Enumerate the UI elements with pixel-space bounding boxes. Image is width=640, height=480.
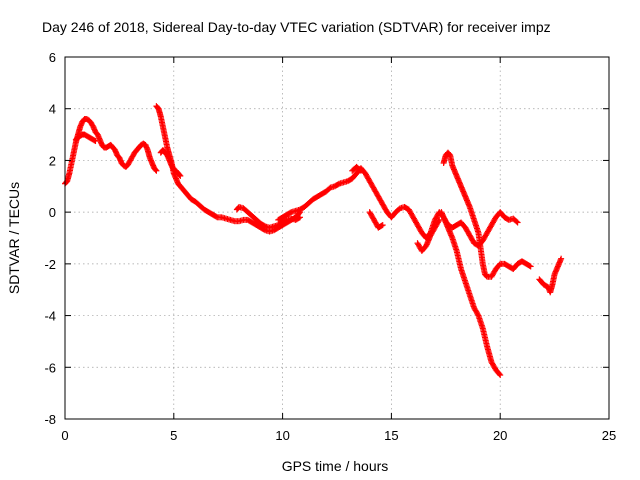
data-point	[379, 222, 386, 229]
data-point	[153, 167, 160, 174]
x-tick-label: 20	[493, 428, 507, 443]
y-tick-label: 0	[49, 205, 56, 220]
y-tick-label: 6	[49, 50, 56, 65]
x-tick-label: 10	[275, 428, 289, 443]
data-point	[497, 372, 504, 379]
y-tick-label: -4	[44, 309, 56, 324]
x-tick-label: 25	[602, 428, 616, 443]
data-point	[92, 138, 99, 145]
data-points	[62, 103, 565, 379]
x-tick-label: 0	[61, 428, 68, 443]
y-tick-label: 2	[49, 153, 56, 168]
data-point	[356, 166, 363, 173]
y-tick-label: 4	[49, 102, 56, 117]
data-point	[435, 218, 442, 225]
data-point	[176, 172, 183, 179]
data-point	[91, 137, 98, 144]
data-point	[297, 214, 304, 221]
x-tick-label: 15	[384, 428, 398, 443]
data-point	[474, 311, 481, 318]
grid	[65, 57, 609, 419]
data-point	[514, 219, 521, 226]
data-point	[558, 255, 565, 262]
data-point	[496, 371, 503, 378]
data-point	[527, 263, 534, 270]
axis-ticks: 0 5 10 15 20 25 -8 -6 -4 -2 0 2 4 6	[44, 50, 616, 443]
y-tick-label: -2	[44, 257, 56, 272]
data-point	[357, 167, 364, 174]
data-point	[436, 216, 443, 223]
data-point	[295, 214, 302, 221]
y-axis-label: SDTVAR / TECUs	[6, 182, 22, 294]
data-point	[152, 166, 159, 173]
data-point	[513, 218, 520, 225]
y-tick-label: -6	[44, 360, 56, 375]
data-point	[378, 222, 385, 229]
x-tick-label: 5	[170, 428, 177, 443]
chart-title: Day 246 of 2018, Sidereal Day-to-day VTE…	[42, 19, 551, 35]
plot-frame	[64, 56, 610, 420]
x-axis-label: GPS time / hours	[282, 458, 389, 474]
data-point	[526, 262, 533, 269]
data-point	[177, 172, 184, 179]
y-tick-label: -8	[44, 412, 56, 427]
